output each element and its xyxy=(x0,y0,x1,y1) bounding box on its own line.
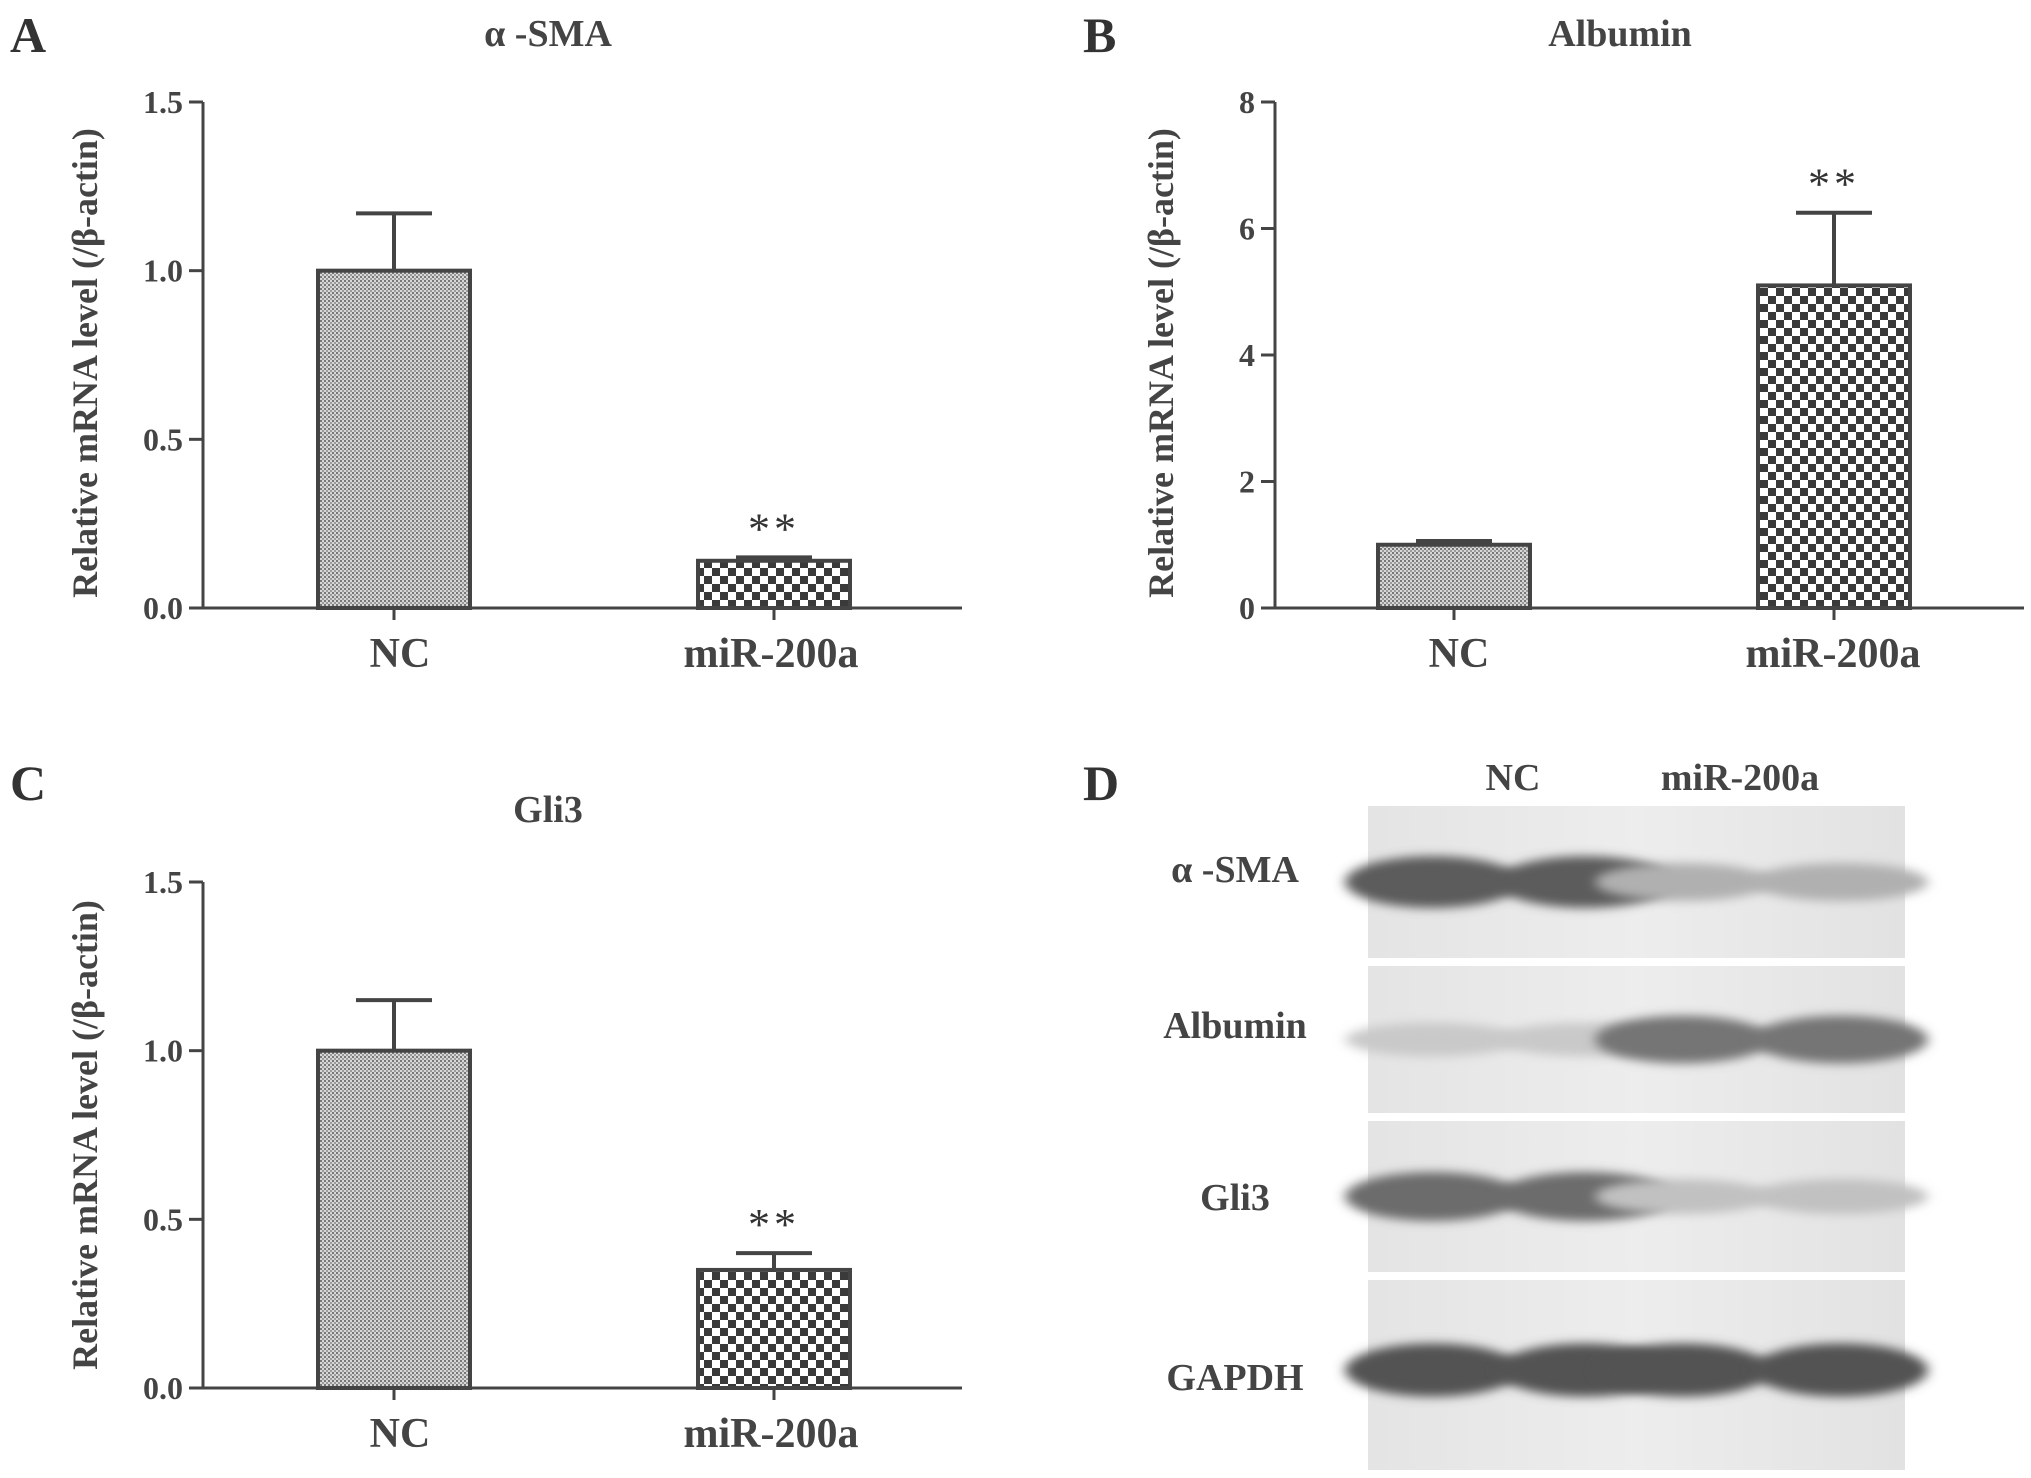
blot-band xyxy=(1595,863,1771,901)
panel-letter-a: A xyxy=(10,7,46,63)
y-ticks: 0.0 0.5 1.0 1.5 xyxy=(143,84,962,626)
y-axis-label: Relative mRNA level (/β-actin) xyxy=(65,900,105,1370)
blot-band xyxy=(1595,1179,1771,1214)
blot-band xyxy=(1345,1172,1521,1221)
blot-row-label-alpha-sma: α -SMA xyxy=(1171,849,1299,891)
y-axis-label: Relative mRNA level (/β-actin) xyxy=(65,128,105,598)
chart-title: α -SMA xyxy=(484,13,612,55)
significance-marker: ** xyxy=(1808,160,1860,209)
bar-mir-200a xyxy=(1756,283,1912,610)
panel-letter-d: D xyxy=(1083,755,1119,811)
blot-band xyxy=(1752,1015,1928,1064)
y-tick-label: 1.5 xyxy=(143,864,183,900)
y-ticks: 0.0 0.5 1.0 1.5 xyxy=(143,864,962,1406)
y-tick-label: 2 xyxy=(1239,464,1255,500)
y-tick-label: 0.5 xyxy=(143,1201,183,1237)
blot-band xyxy=(1595,1015,1771,1064)
y-tick-label: 6 xyxy=(1239,211,1255,247)
panel-letter-c: C xyxy=(10,755,46,811)
significance-marker: ** xyxy=(748,504,800,553)
chart-a: α -SMA Relative mRNA level (/β-actin) 0.… xyxy=(65,13,962,677)
blot-band xyxy=(1345,1022,1521,1057)
category-label-mir-200a: miR-200a xyxy=(1746,631,1921,677)
blot-band xyxy=(1345,1343,1521,1397)
y-tick-label: 0.0 xyxy=(143,590,183,626)
chart-c: Gli3 Relative mRNA level (/β-actin) 0.00… xyxy=(65,789,962,1457)
panel-c: C Gli3 Relative mRNA level (/β-actin) 0.… xyxy=(10,755,962,1457)
chart-b: Albumin Relative mRNA level (/β-actin) 0… xyxy=(1141,13,2024,677)
chart-title: Albumin xyxy=(1548,13,1692,55)
bars xyxy=(1376,210,1912,620)
blot-band xyxy=(1595,1343,1771,1397)
y-tick-label: 0.0 xyxy=(143,1370,183,1406)
y-tick-label: 0.5 xyxy=(143,421,183,457)
bar-mir-200a xyxy=(696,558,852,610)
significance-marker: ** xyxy=(748,1200,800,1249)
y-tick-label: 1.0 xyxy=(143,253,183,289)
y-tick-label: 1.5 xyxy=(143,84,183,120)
blot-row-label-albumin: Albumin xyxy=(1163,1005,1307,1047)
category-label-nc: NC xyxy=(1429,631,1490,677)
bars xyxy=(316,211,852,620)
panel-a: A α -SMA Relative mRNA level (/β-actin) … xyxy=(10,7,962,677)
y-tick-label: 0 xyxy=(1239,590,1255,626)
panel-letter-b: B xyxy=(1083,7,1116,63)
blot-band xyxy=(1752,863,1928,901)
bar-nc xyxy=(316,1048,472,1390)
y-tick-label: 1.0 xyxy=(143,1033,183,1069)
category-label-nc: NC xyxy=(370,631,431,677)
category-label-nc: NC xyxy=(370,1411,431,1457)
blot-row-label-gapdh: GAPDH xyxy=(1166,1357,1303,1399)
bar-mir-200a xyxy=(696,1267,852,1391)
blot-band xyxy=(1345,856,1521,908)
category-label-mir-200a: miR-200a xyxy=(684,1411,859,1457)
blot-band xyxy=(1752,1343,1928,1397)
lane-label-nc: NC xyxy=(1486,757,1541,799)
panel-b: B Albumin Relative mRNA level (/β-actin)… xyxy=(1083,7,2024,677)
blot-band xyxy=(1752,1179,1928,1214)
category-label-mir-200a: miR-200a xyxy=(684,631,859,677)
y-tick-label: 8 xyxy=(1239,84,1255,120)
bar-nc xyxy=(1376,542,1532,610)
y-axis-label: Relative mRNA level (/β-actin) xyxy=(1141,128,1181,598)
western-blot xyxy=(1345,806,1928,1470)
chart-title: Gli3 xyxy=(513,789,583,831)
blot-row-label-gli3: Gli3 xyxy=(1200,1177,1270,1219)
panel-d: D NC miR-200a α -SMA Albumin Gli3 GAPDH xyxy=(1083,755,1928,1470)
y-tick-label: 4 xyxy=(1239,337,1255,373)
bars xyxy=(316,998,852,1400)
lane-label-mir-200a: miR-200a xyxy=(1661,757,1819,799)
bar-nc xyxy=(316,268,472,610)
